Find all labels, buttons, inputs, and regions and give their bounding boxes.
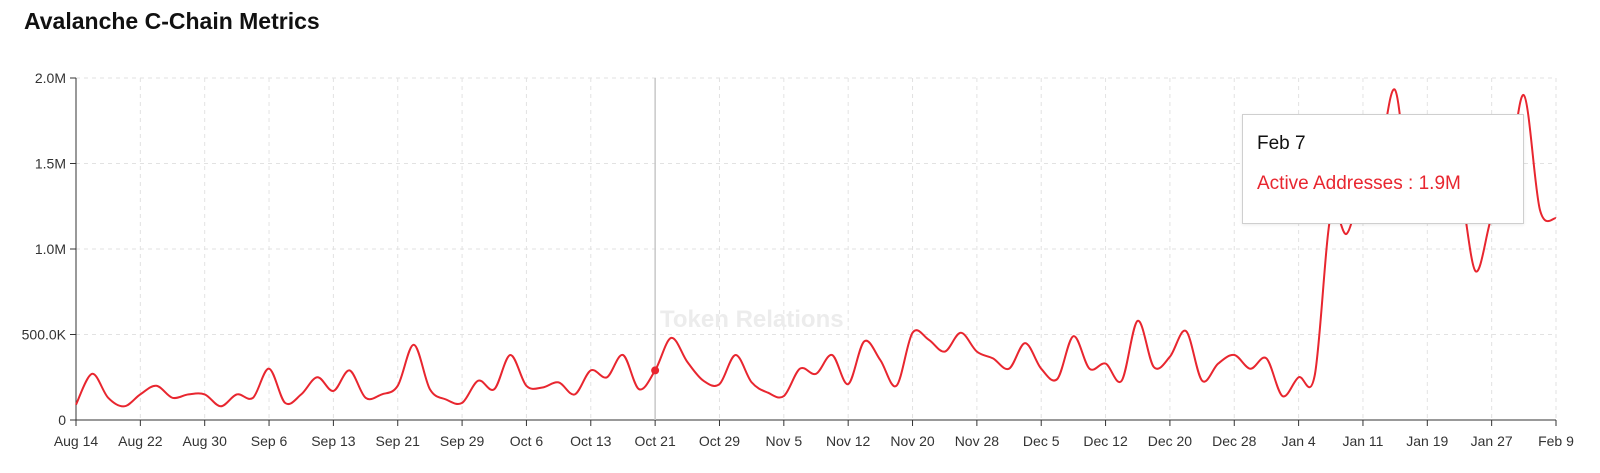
tooltip: Feb 7 Active Addresses : 1.9M (1242, 114, 1524, 224)
x-tick-label: Feb 9 (1538, 433, 1574, 449)
x-tick-label: Sep 29 (440, 433, 485, 449)
x-tick-label: Nov 28 (955, 433, 1000, 449)
x-tick-label: Jan 4 (1281, 433, 1315, 449)
x-tick-label: Dec 12 (1083, 433, 1128, 449)
x-tick-label: Sep 21 (376, 433, 421, 449)
x-tick-label: Aug 14 (54, 433, 99, 449)
tooltip-series-label: Active Addresses (1257, 173, 1403, 194)
y-tick-label: 1.5M (35, 156, 66, 172)
x-tick-label: Nov 12 (826, 433, 871, 449)
x-tick-label: Aug 30 (183, 433, 228, 449)
axes: 0 500.0K 1.0M 1.5M 2.0M Aug 14 Aug 22 Aug 30 Sep… (22, 70, 1574, 449)
x-tick-label: Sep 13 (311, 433, 356, 449)
x-tick-label: Jan 19 (1406, 433, 1448, 449)
x-tick-label: Nov 5 (766, 433, 803, 449)
chart-title: Avalanche C-Chain Metrics (24, 8, 320, 34)
x-tick-label: Aug 22 (118, 433, 163, 449)
x-tick-label: Dec 5 (1023, 433, 1060, 449)
x-tick-label: Oct 13 (570, 433, 611, 449)
tooltip-date: Feb 7 (1257, 133, 1306, 154)
x-tick-label: Oct 6 (510, 433, 544, 449)
x-tick-label: Jan 27 (1471, 433, 1513, 449)
x-tick-label: Dec 28 (1212, 433, 1257, 449)
x-tick-label: Oct 21 (635, 433, 676, 449)
tooltip-series-value: 1.9M (1418, 173, 1461, 194)
y-tick-label: 500.0K (22, 327, 67, 343)
x-tick-label: Sep 6 (251, 433, 288, 449)
x-tick-label: Oct 29 (699, 433, 740, 449)
tooltip-value: Active Addresses : 1.9M (1257, 173, 1461, 194)
x-tick-label: Jan 11 (1342, 433, 1383, 449)
y-tick-label: 2.0M (35, 70, 66, 86)
y-tick-label: 1.0M (35, 241, 66, 257)
y-tick-label: 0 (58, 412, 66, 428)
hover-point (651, 366, 660, 375)
x-tick-label: Nov 20 (890, 433, 935, 449)
watermark: Token Relations (660, 306, 844, 333)
x-tick-label: Dec 20 (1148, 433, 1193, 449)
